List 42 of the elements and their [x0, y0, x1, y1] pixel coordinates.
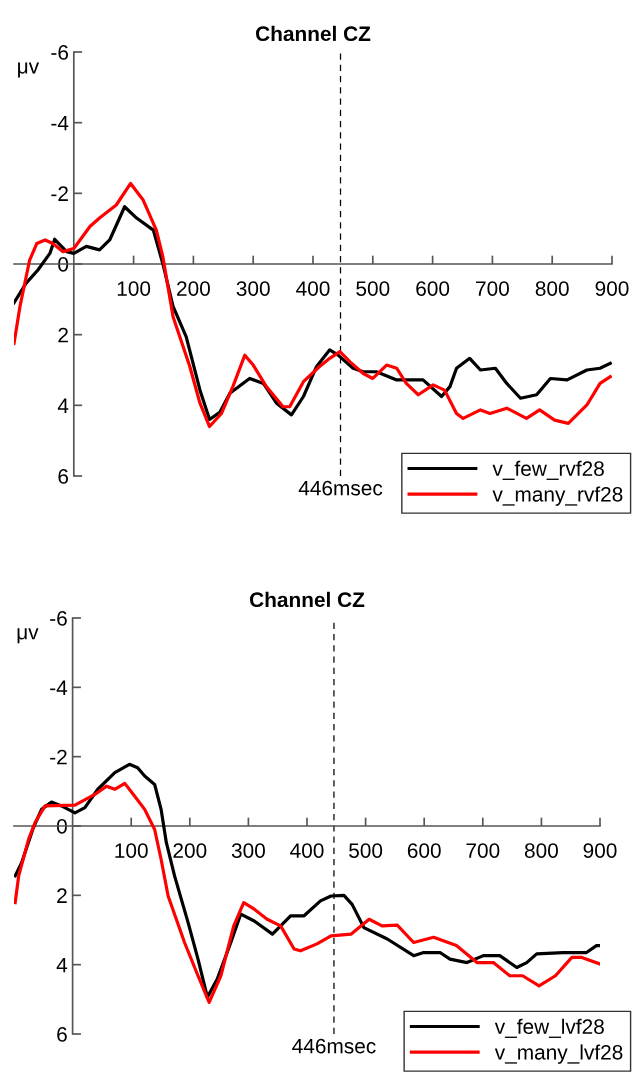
x-tick-label: 400 [296, 281, 330, 296]
x-tick-label: 100 [117, 281, 151, 296]
y-tick-label: 4 [57, 398, 69, 413]
y-tick-label: 6 [57, 1027, 67, 1042]
x-tick-label: 100 [115, 843, 148, 858]
y-tick-label: -2 [51, 186, 68, 201]
x-tick-label: 900 [583, 843, 617, 858]
y-tick-label: 4 [56, 957, 68, 973]
chart-title: Channel CZ [255, 25, 371, 42]
x-tick-label: 500 [349, 843, 383, 858]
legend-label: v_few_lvf28 [494, 1018, 604, 1038]
chart-title: Channel CZ [249, 591, 365, 608]
y-tick-label: 2 [58, 327, 68, 343]
x-tick-label: 900 [595, 281, 629, 296]
x-tick-label: 300 [231, 843, 265, 858]
x-tick-label: 400 [290, 843, 324, 858]
y-axis-title: μv [18, 62, 40, 78]
ref-line-label: 446msec [298, 480, 383, 496]
y-tick-label: -2 [50, 749, 67, 765]
legend-label: v_many_rvf28 [492, 486, 623, 506]
y-tick-label: 6 [58, 469, 69, 484]
legend-label: v_many_lvf28 [494, 1044, 623, 1064]
x-tick-label: 800 [535, 281, 569, 296]
x-tick-label: 700 [476, 281, 509, 296]
y-axis-title: μv [17, 628, 39, 644]
x-tick-label: 800 [524, 843, 558, 858]
legend-label: v_few_rvf28 [492, 460, 604, 480]
y-tick-label: -4 [50, 680, 68, 695]
y-tick-label: 0 [56, 819, 67, 834]
y-tick-label: 2 [57, 888, 67, 903]
x-tick-label: 200 [177, 281, 210, 296]
ref-line-label: 446msec [292, 1038, 376, 1054]
x-tick-label: 500 [356, 281, 390, 296]
x-tick-label: 200 [173, 843, 207, 858]
x-tick-label: 300 [236, 281, 270, 296]
y-tick-label: -6 [50, 611, 67, 626]
y-tick-label: 0 [58, 257, 69, 272]
x-tick-label: 700 [466, 843, 500, 858]
x-tick-label: 600 [407, 843, 441, 858]
y-tick-label: -4 [51, 115, 69, 131]
y-tick-label: -6 [51, 45, 69, 60]
x-tick-label: 600 [416, 281, 450, 296]
